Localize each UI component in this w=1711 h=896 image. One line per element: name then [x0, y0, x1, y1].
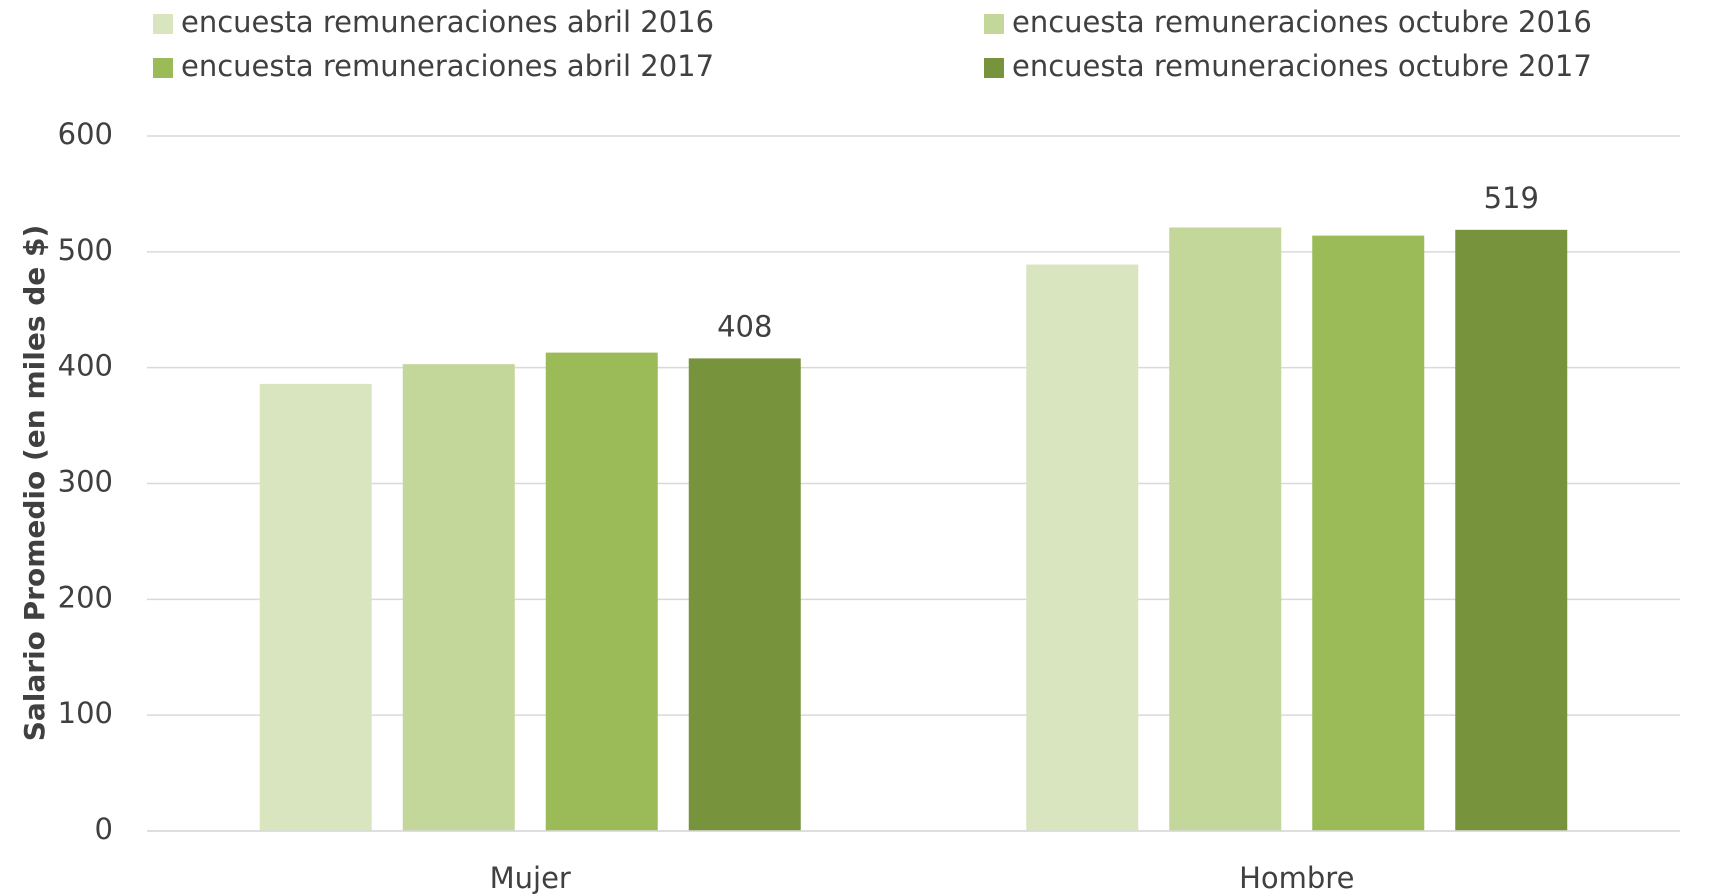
y-tick-label: 0	[95, 812, 113, 846]
legend-label: encuesta remuneraciones octubre 2016	[1012, 5, 1592, 39]
bar	[688, 358, 801, 831]
bar	[1312, 235, 1425, 831]
data-label: 519	[1484, 181, 1539, 215]
bar	[545, 352, 658, 831]
y-tick-label: 600	[58, 117, 113, 151]
x-tick-label: Hombre	[1239, 861, 1354, 895]
bar	[1455, 229, 1568, 831]
legend-swatch	[984, 58, 1004, 78]
bar	[1169, 227, 1282, 832]
data-label: 408	[717, 309, 772, 343]
bar	[402, 364, 515, 831]
y-tick-label: 300	[58, 465, 113, 499]
y-axis-title: Salario Promedio (en miles de $)	[18, 225, 51, 742]
y-tick-label: 100	[58, 696, 113, 730]
y-tick-label: 400	[58, 349, 113, 383]
legend-swatch	[153, 14, 173, 34]
bar	[259, 383, 372, 831]
legend-swatch	[153, 58, 173, 78]
y-tick-label: 200	[58, 580, 113, 614]
bar	[1026, 264, 1139, 831]
legend-label: encuesta remuneraciones octubre 2017	[1012, 49, 1592, 83]
x-tick-label: Mujer	[490, 861, 571, 895]
legend-swatch	[984, 14, 1004, 34]
legend-label: encuesta remuneraciones abril 2017	[181, 49, 714, 83]
y-tick-label: 500	[58, 233, 113, 267]
legend-label: encuesta remuneraciones abril 2016	[181, 5, 714, 39]
